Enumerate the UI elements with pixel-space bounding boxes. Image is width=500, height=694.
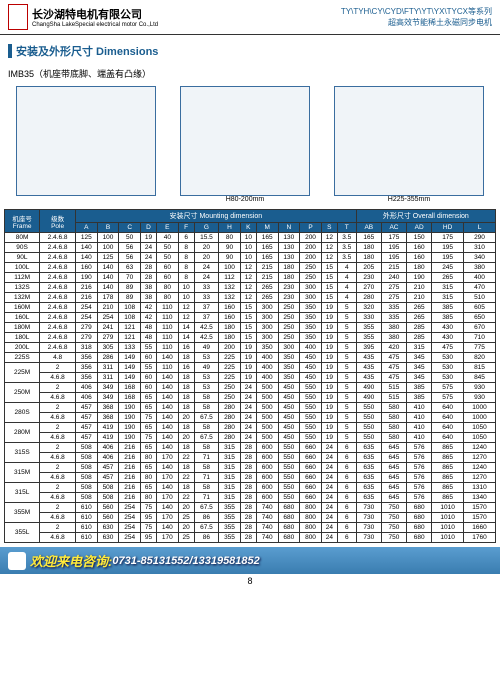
table-row: 315L250850821665140185831528600550660246… [5,483,496,493]
logo [8,4,28,30]
table-row: 160M2.4.6.825421010842110123716015300250… [5,303,496,313]
diagram-front-large [334,86,484,196]
table-row: 132M2.4.6.821617889388010331321226523030… [5,293,496,303]
table-row: 315S250840621665140185831528600550660246… [5,443,496,453]
table-row: 315M250845721665140185831528600550660246… [5,463,496,473]
table-row: 4.6.850840621680170227131528600550660246… [5,453,496,463]
page-number: 8 [0,574,500,588]
table-row: 80M2.4.6.8125100501940615.58010165130200… [5,233,496,243]
header: 长沙湖特电机有限公司 ChangSha LakeSpecial electric… [0,0,500,35]
header-right: TY\TYH\CY\CYD\FTY\YT\YX\TYCX等系列 超高效节能稀土永… [341,6,492,28]
section-bar [8,44,12,58]
table-row: 4.6.8457419190751402067.5280245004505501… [5,433,496,443]
footer-text2: 0731-85131552/13319581852 [112,555,259,567]
table-row: 4.6.861056025495170258635528740680800246… [5,513,496,523]
table-row: 250M240634916860140185325024500450550195… [5,383,496,393]
table-row: 4.6.850845721680170227131528600550660246… [5,473,496,483]
diagram-label-2: H80-200mm [180,196,310,203]
company-en: ChangSha LakeSpecial electrical motor Co… [32,22,158,28]
series-line1: TY\TYH\CY\CYD\FTY\YT\YX\TYCX等系列 [341,6,492,17]
table-row: 355L2610630254751402067.5355287406808002… [5,523,496,533]
table-row: 225S4.8356286149601401853225194003504501… [5,353,496,363]
footer-text1: 欢迎来电咨询: [30,551,112,570]
table-row: 90L2.4.6.8140125562450820901016513020012… [5,253,496,263]
subtitle: IMB35（机座带底脚、端盖有凸缘） [8,67,492,80]
table-row: 100L2.4.6.816014063286082410012215180250… [5,263,496,273]
table-row: 180L2.4.6.8279279121481101442.5180153002… [5,333,496,343]
table-row: 4.6.861063025495170258635528740680800246… [5,533,496,543]
footer: 欢迎来电咨询: 0731-85131552/13319581852 [0,547,500,574]
table-row: 280M245741919065140185828024500450550195… [5,423,496,433]
table-row: 200L2.4.6.831830513355110164920019350300… [5,343,496,353]
diagram-side [16,86,156,196]
company-cn: 长沙湖特电机有限公司 [32,6,158,22]
table-row: 112M2.4.6.819014070286082411212215180250… [5,273,496,283]
diagram-front-small [180,86,310,196]
table-row: 90S2.4.6.8140100562450820901016513020012… [5,243,496,253]
table-row: 225M235631114955110164922519400350450195… [5,363,496,373]
table-row: 4.6.8457368190751402067.5280245004505501… [5,413,496,423]
table-row: 132S2.4.6.821614089388010331321226523030… [5,283,496,293]
table-row: 180M2.4.6.8279241121481101442.5180153002… [5,323,496,333]
section-text: 安装及外形尺寸 Dimensions [16,43,158,59]
table-row: 355M2610560254751402067.5355287406808002… [5,503,496,513]
diagram-label-3: H225-355mm [334,196,484,203]
table-row: 4.6.835631114960140185322519400350450195… [5,373,496,383]
table-row: 4.6.840634916865140185825024500450550195… [5,393,496,403]
table-row: 160L2.4.6.825425410842110123716015300250… [5,313,496,323]
section-title: 安装及外形尺寸 Dimensions [8,43,492,59]
table-row: 4.6.850850821680170227131528600550660246… [5,493,496,503]
series-line2: 超高效节能稀土永磁同步电机 [341,17,492,28]
table-row: 280S245736819065140185828024500450550195… [5,403,496,413]
header-left: 长沙湖特电机有限公司 ChangSha LakeSpecial electric… [8,4,158,30]
dimension-table: 机座号Frame级数Pole安装尺寸 Mounting dimension外形尺… [4,209,496,543]
phone-icon [8,552,26,570]
diagrams: H80-200mm H225-355mm [4,86,496,203]
